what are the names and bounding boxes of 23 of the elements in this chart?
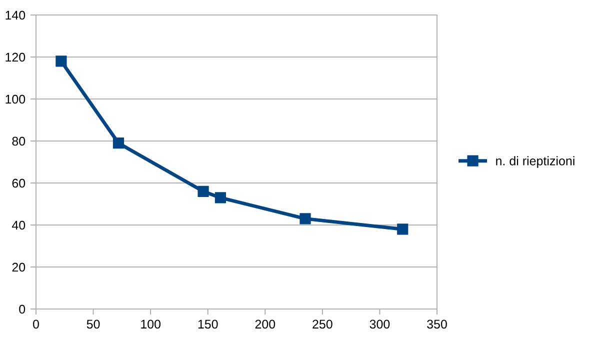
y-tick-label: 100 xyxy=(6,94,26,104)
x-tick-label: 200 xyxy=(255,320,276,329)
point xyxy=(56,56,67,67)
x-tick-label: 0 xyxy=(33,320,39,329)
x-tick-label: 250 xyxy=(312,320,332,329)
point xyxy=(198,186,209,197)
point xyxy=(112,138,124,149)
y-tick-label: 0 xyxy=(19,304,26,314)
y-tick-label: 80 xyxy=(12,136,26,146)
x-tick-label: 300 xyxy=(370,320,390,329)
x-tick-label: 50 xyxy=(86,320,100,329)
point xyxy=(214,192,226,204)
point xyxy=(397,224,408,235)
legend-label: n. di rieptizioni xyxy=(496,156,574,168)
y-tick-label: 120 xyxy=(6,52,26,62)
x-tick-label: 150 xyxy=(198,320,218,329)
y-tick-label: 20 xyxy=(12,262,26,272)
x-tick-label: 350 xyxy=(427,320,447,329)
point xyxy=(300,213,311,224)
y-tick-label: 60 xyxy=(12,178,26,188)
y-tick-label: 40 xyxy=(12,220,26,230)
y-tick-label: 140 xyxy=(6,10,26,20)
x-tick-label: 100 xyxy=(141,320,161,329)
